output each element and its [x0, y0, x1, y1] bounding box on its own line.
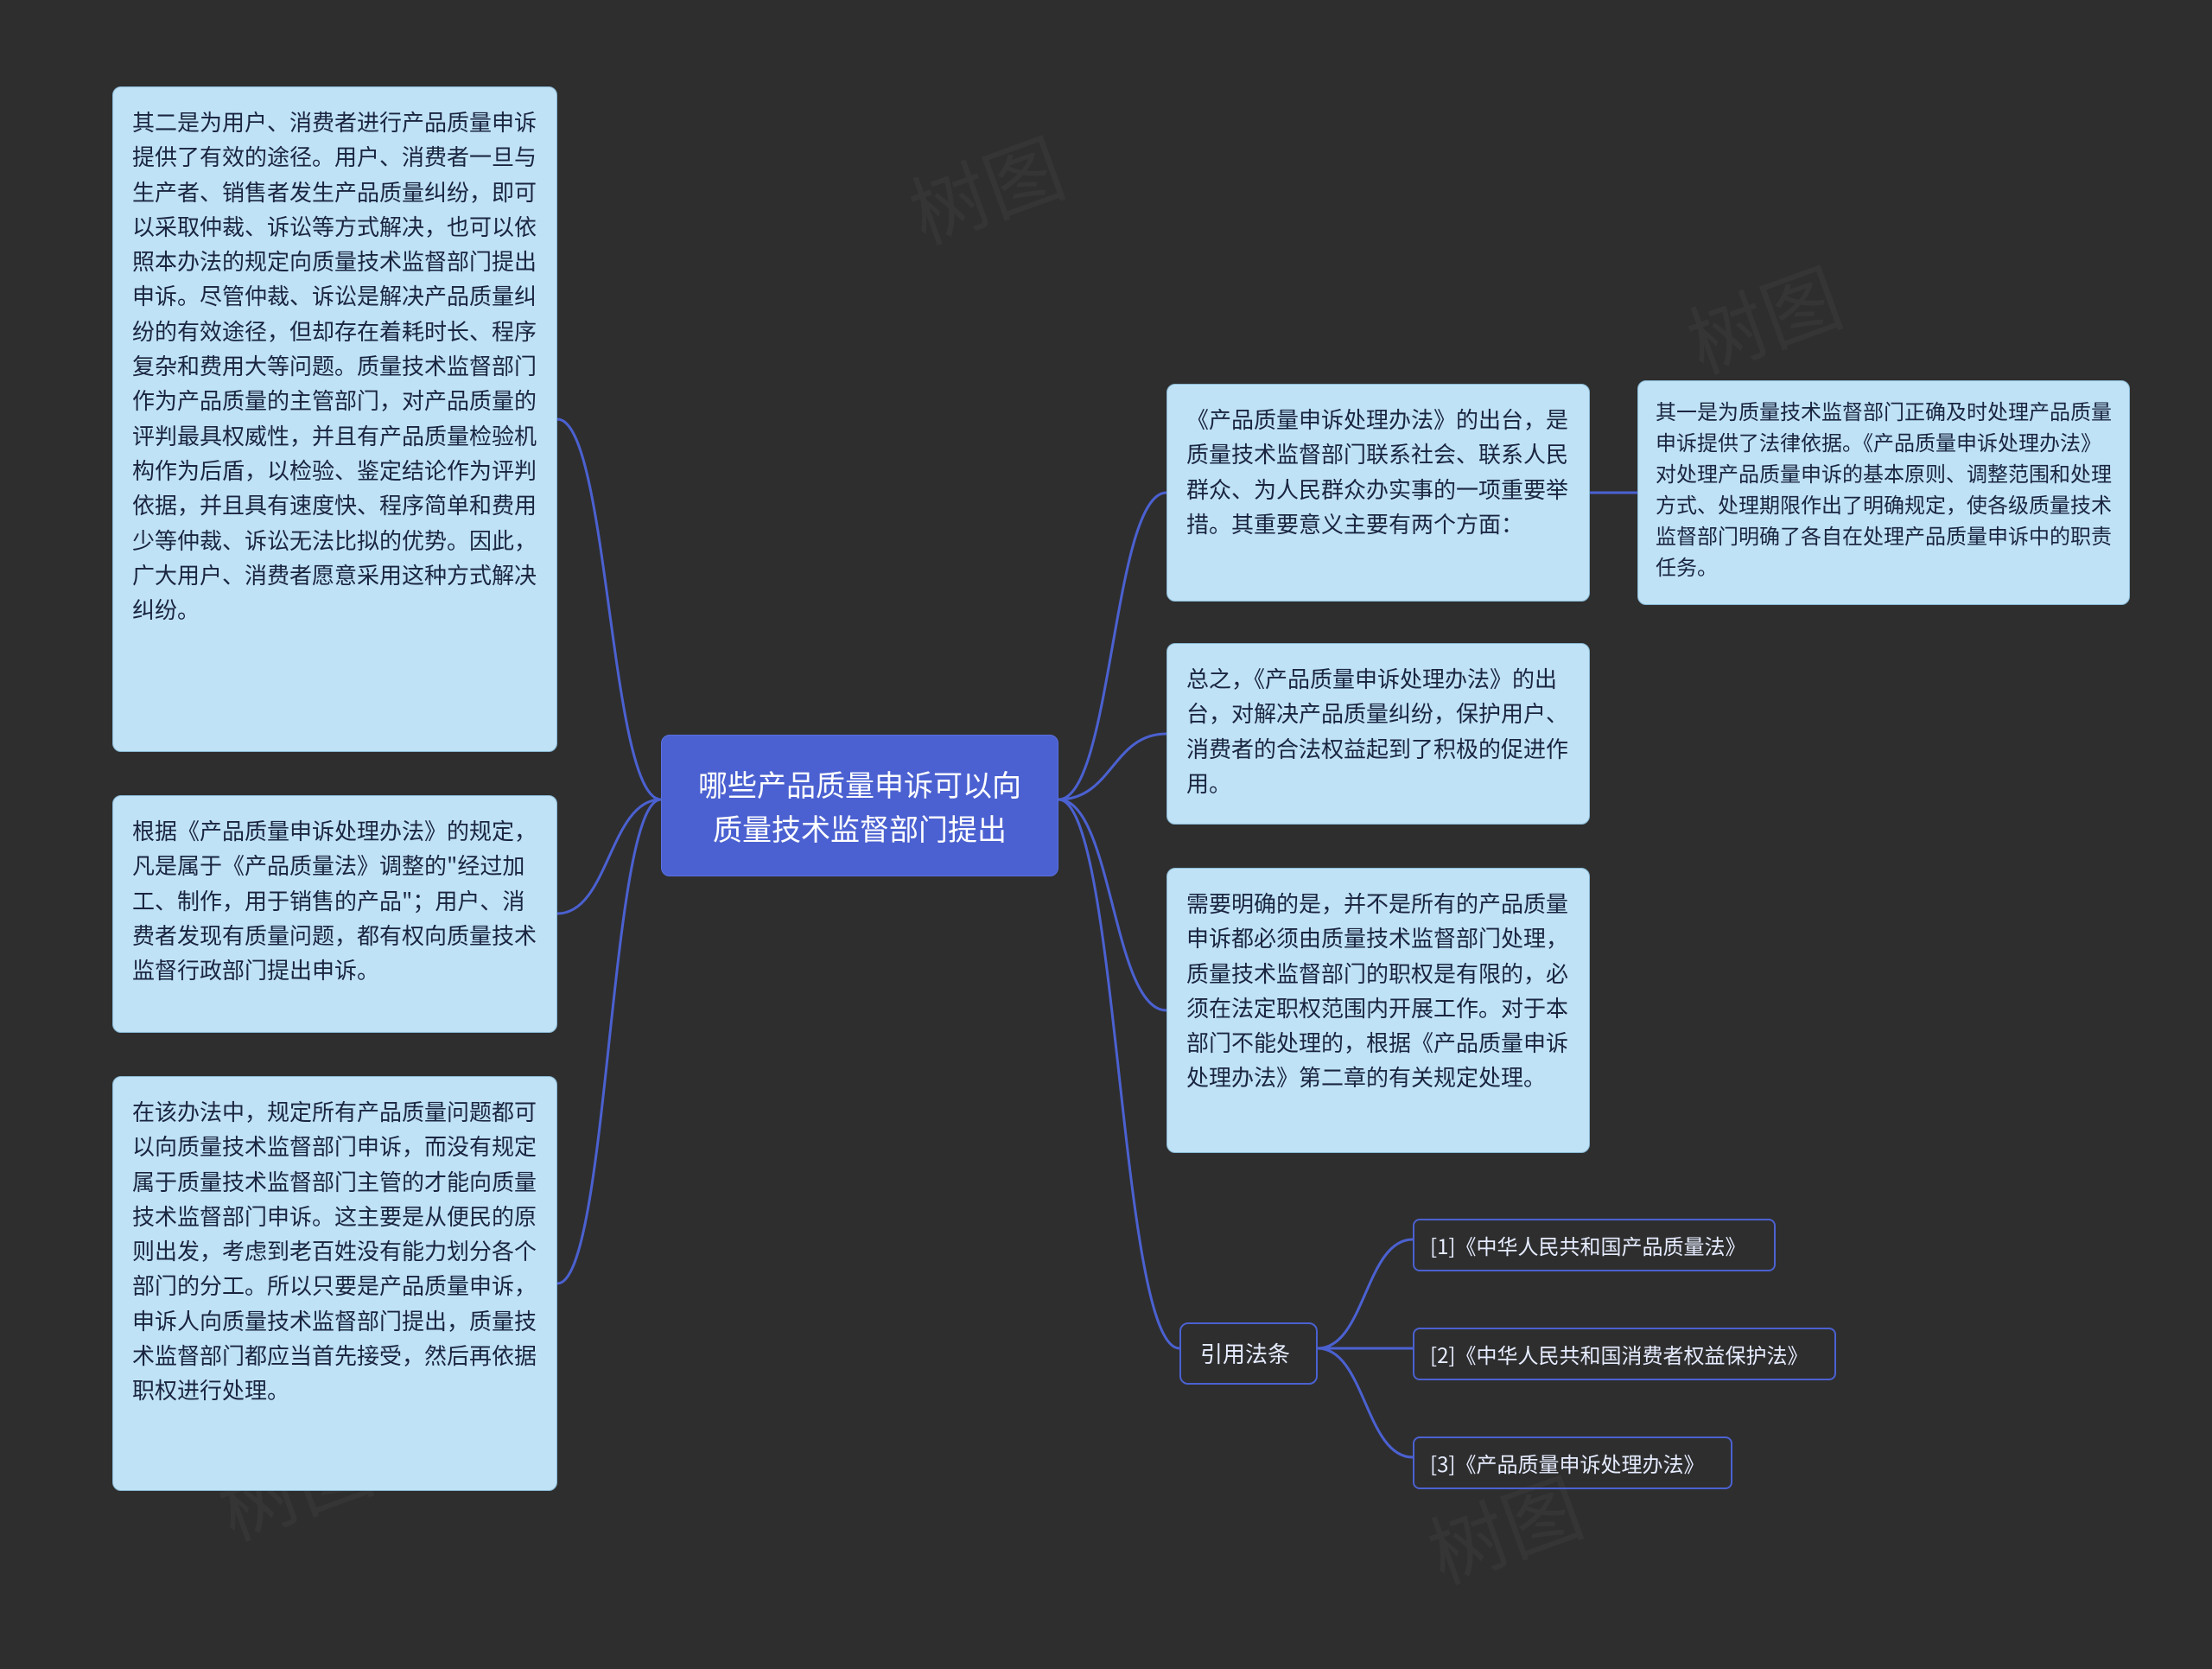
- root-node[interactable]: 哪些产品质量申诉可以向 质量技术监督部门提出: [661, 735, 1058, 876]
- references-node[interactable]: 引用法条: [1179, 1322, 1318, 1385]
- right-node-3-text: 需要明确的是，并不是所有的产品质量申诉都必须由质量技术监督部门处理，质量技术监督…: [1186, 887, 1568, 1092]
- right-node-1[interactable]: 《产品质量申诉处理办法》的出台，是质量技术监督部门联系社会、联系人民群众、为人民…: [1166, 384, 1590, 602]
- left-node-3-text: 在该办法中，规定所有产品质量问题都可以向质量技术监督部门申诉，而没有规定属于质量…: [132, 1095, 537, 1405]
- left-node-1[interactable]: 其二是为用户、消费者进行产品质量申诉提供了有效的途径。用户、消费者一旦与生产者、…: [112, 86, 557, 752]
- right-node-1-sub-text: 其一是为质量技术监督部门正确及时处理产品质量申诉提供了法律依据。《产品质量申诉处…: [1656, 395, 2112, 581]
- reference-item-2-text: [2]《中华人民共和国消费者权益保护法》: [1430, 1339, 1808, 1369]
- left-node-2-text: 根据《产品质量申诉处理办法》的规定，凡是属于《产品质量法》调整的"经过加工、制作…: [132, 814, 537, 985]
- right-node-3[interactable]: 需要明确的是，并不是所有的产品质量申诉都必须由质量技术监督部门处理，质量技术监督…: [1166, 868, 1590, 1153]
- reference-item-1[interactable]: [1]《中华人民共和国产品质量法》: [1413, 1219, 1776, 1271]
- root-line1: 哪些产品质量申诉可以向: [686, 761, 1033, 806]
- right-node-2[interactable]: 总之，《产品质量申诉处理办法》的出台，对解决产品质量纠纷，保护用户、消费者的合法…: [1166, 643, 1590, 825]
- reference-item-1-text: [1]《中华人民共和国产品质量法》: [1430, 1230, 1746, 1260]
- right-node-2-text: 总之，《产品质量申诉处理办法》的出台，对解决产品质量纠纷，保护用户、消费者的合法…: [1186, 662, 1568, 799]
- watermark: 树图: [893, 106, 1077, 265]
- reference-item-2[interactable]: [2]《中华人民共和国消费者权益保护法》: [1413, 1328, 1836, 1380]
- watermark: 树图: [1670, 236, 1855, 395]
- references-label: 引用法条: [1200, 1337, 1290, 1369]
- right-node-1-text: 《产品质量申诉处理办法》的出台，是质量技术监督部门联系社会、联系人民群众、为人民…: [1186, 403, 1568, 539]
- root-line2: 质量技术监督部门提出: [686, 806, 1033, 850]
- left-node-3[interactable]: 在该办法中，规定所有产品质量问题都可以向质量技术监督部门申诉，而没有规定属于质量…: [112, 1076, 557, 1491]
- reference-item-3[interactable]: [3]《产品质量申诉处理办法》: [1413, 1436, 1732, 1489]
- left-node-2[interactable]: 根据《产品质量申诉处理办法》的规定，凡是属于《产品质量法》调整的"经过加工、制作…: [112, 795, 557, 1033]
- right-node-1-sub[interactable]: 其一是为质量技术监督部门正确及时处理产品质量申诉提供了法律依据。《产品质量申诉处…: [1637, 380, 2130, 605]
- left-node-1-text: 其二是为用户、消费者进行产品质量申诉提供了有效的途径。用户、消费者一旦与生产者、…: [132, 105, 537, 625]
- reference-item-3-text: [3]《产品质量申诉处理办法》: [1430, 1448, 1705, 1478]
